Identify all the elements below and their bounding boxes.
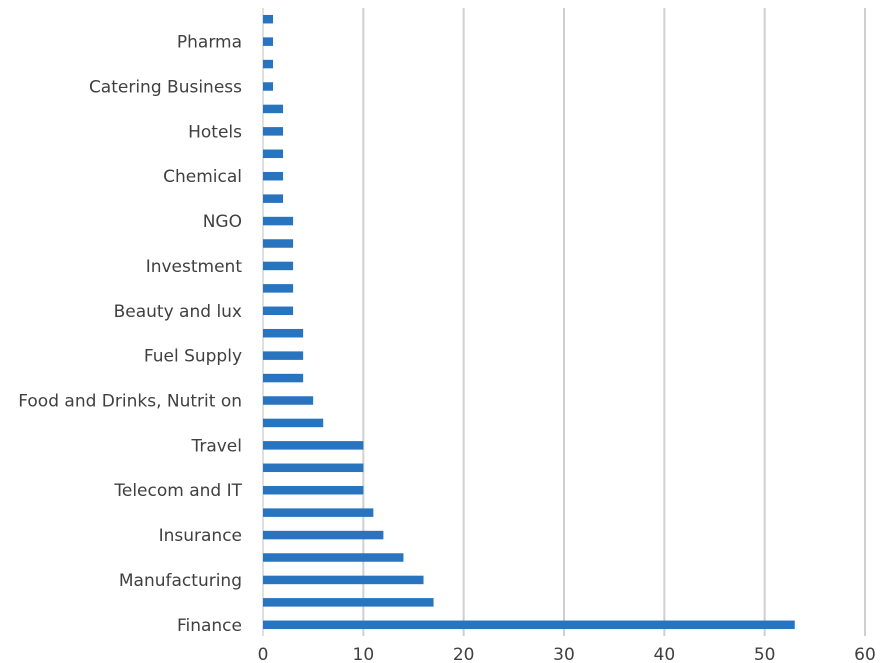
category-label: Catering Business [89, 78, 242, 98]
bar [263, 216, 294, 226]
bar [263, 261, 294, 271]
category-label: Fuel Supply [144, 347, 242, 367]
category-label: Travel [190, 436, 242, 456]
bar [263, 441, 364, 450]
category-label: Pharma [177, 33, 242, 53]
category-label: Insurance [159, 526, 242, 546]
bar [263, 373, 304, 383]
x-tick-label: 40 [654, 645, 676, 663]
category-label: NGO [203, 212, 242, 232]
x-tick-label: 50 [754, 645, 776, 663]
bar [263, 104, 284, 114]
bar [263, 328, 304, 338]
bar [263, 59, 274, 69]
bar [263, 508, 374, 517]
bar [263, 620, 795, 630]
bar [263, 284, 294, 293]
x-tick-label: 20 [453, 645, 475, 663]
x-tick-label: 0 [258, 645, 269, 663]
category-label: Food and Drinks, Nutrit on [18, 392, 242, 412]
bar [263, 463, 364, 473]
category-label: Investment [146, 257, 243, 277]
bar [263, 194, 284, 203]
bar [263, 14, 274, 24]
bar [263, 171, 284, 181]
bar [263, 82, 274, 91]
category-label: Chemical [163, 167, 242, 187]
bar [263, 598, 434, 607]
category-label: Beauty and lux [114, 302, 242, 322]
category-label: Hotels [188, 122, 242, 142]
x-axis-tick-labels: 0 10 20 30 40 50 60 [258, 645, 876, 663]
gridlines [262, 8, 866, 636]
bar [263, 306, 294, 316]
bar [263, 396, 314, 405]
x-tick-label: 30 [553, 645, 575, 663]
bar [263, 239, 294, 248]
category-label: Manufacturing [119, 571, 242, 591]
bar [263, 37, 274, 46]
x-tick-label: 10 [353, 645, 375, 663]
bar [263, 127, 284, 136]
bar [263, 485, 364, 495]
x-tick-label: 60 [854, 645, 876, 663]
bar [263, 351, 304, 360]
bar [263, 149, 284, 159]
bar [263, 575, 424, 585]
bar [263, 530, 384, 540]
category-label: Telecom and IT [113, 481, 242, 501]
bar [263, 418, 324, 428]
category-label: Finance [177, 616, 242, 636]
bar [263, 553, 404, 562]
category-labels: Finance Manufacturing Insurance Telecom and… [18, 33, 242, 636]
bars [263, 14, 795, 630]
